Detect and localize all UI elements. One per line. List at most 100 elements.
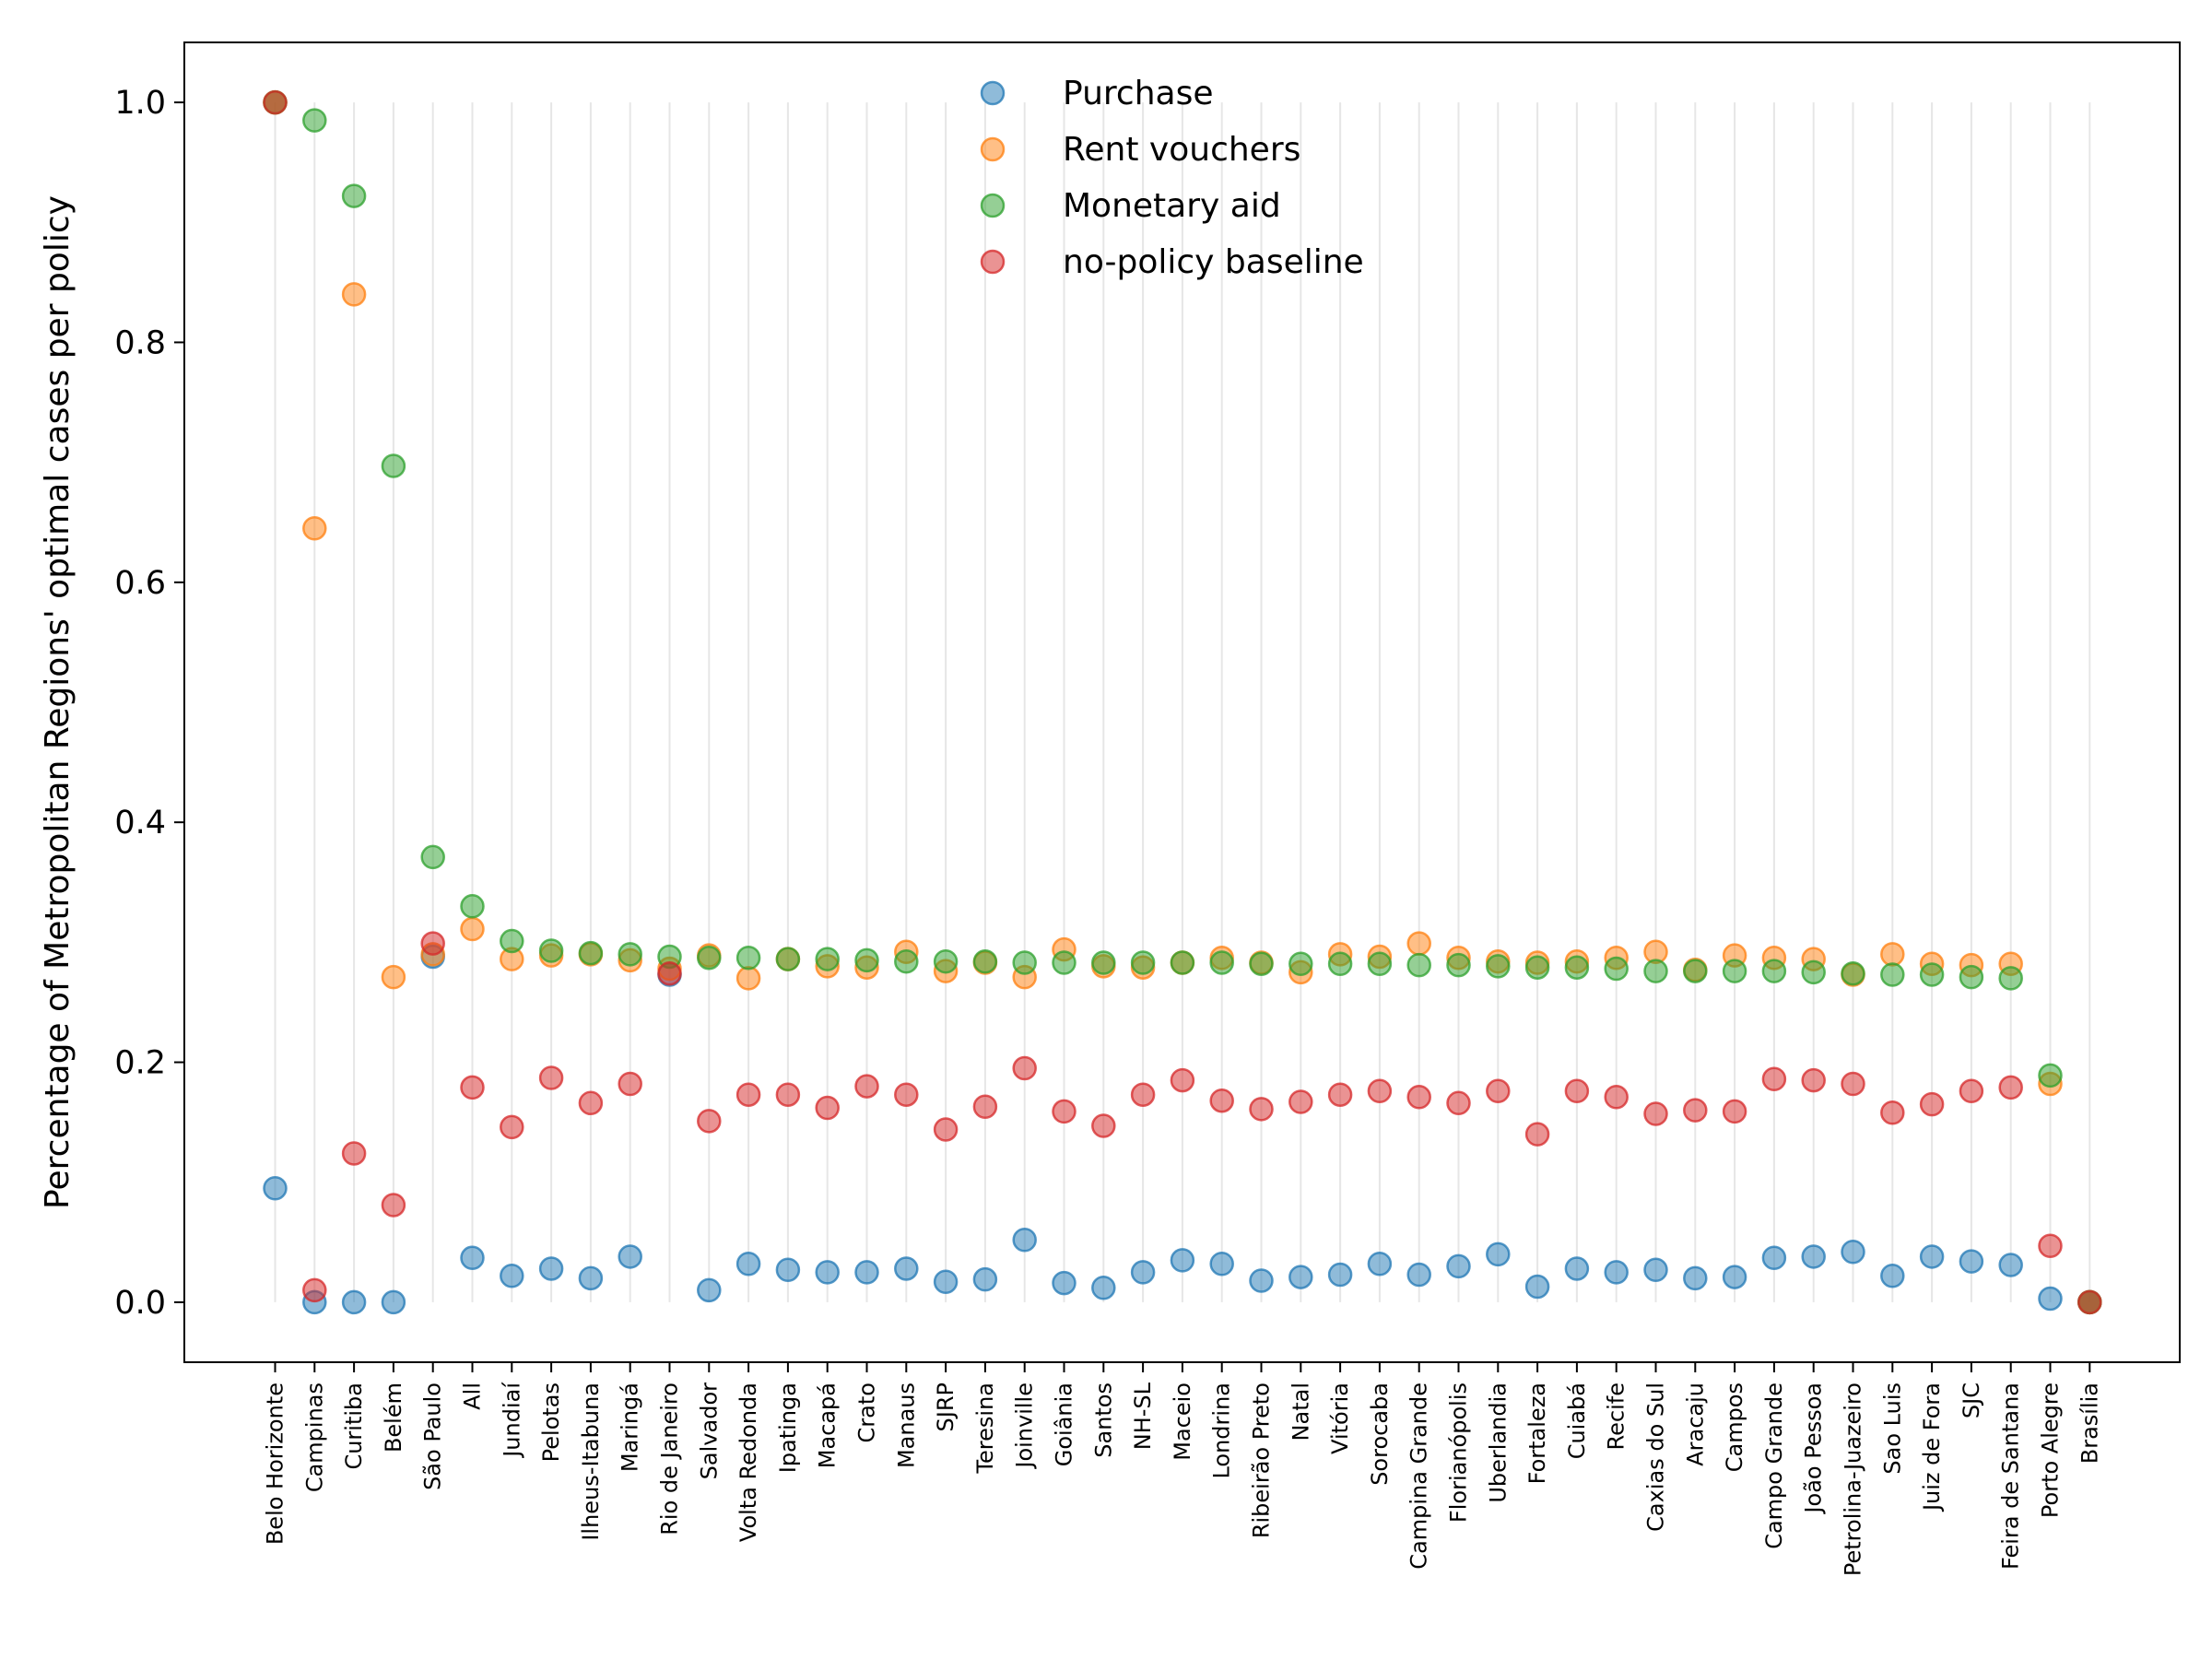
data-point (1406, 931, 1431, 956)
data-point (1959, 1249, 1984, 1274)
data-point (1209, 950, 1234, 975)
data-point (735, 1252, 761, 1277)
data-point (341, 1289, 367, 1315)
data-point (1012, 1055, 1037, 1081)
data-point (1327, 1262, 1353, 1288)
x-tick-label: Aracaju (1682, 1382, 1708, 1466)
data-point (815, 1260, 840, 1285)
data-point (618, 1244, 642, 1269)
x-tick-label: SJC (1959, 1382, 1984, 1418)
legend-label: Monetary aid (1063, 187, 1281, 225)
data-point (1841, 960, 1865, 986)
data-point (1604, 956, 1629, 982)
data-point (894, 1082, 919, 1107)
data-point (578, 1090, 604, 1116)
data-point (1288, 1265, 1313, 1289)
data-point (460, 916, 485, 942)
x-tick-label: Campinas (301, 1382, 327, 1492)
data-point (500, 928, 524, 954)
data-point (894, 1256, 919, 1281)
data-point (894, 948, 919, 974)
data-point (1367, 951, 1393, 977)
data-point (1643, 959, 1668, 983)
x-tick-label: Recife (1604, 1382, 1630, 1450)
x-tick-label: NH-SL (1130, 1382, 1156, 1450)
x-tick-label: Ribeirão Preto (1249, 1382, 1275, 1538)
data-point (1761, 959, 1787, 983)
data-point (1130, 1082, 1156, 1107)
x-tick-label: Londrina (1209, 1382, 1235, 1479)
data-point (1604, 1085, 1629, 1110)
data-point (2077, 1289, 2102, 1315)
data-point (1170, 950, 1195, 975)
data-point (1052, 1270, 1077, 1296)
x-tick-label: Pelotas (538, 1382, 564, 1462)
data-point (1564, 1078, 1590, 1104)
x-tick-label: Volta Redonda (735, 1382, 761, 1542)
data-point (972, 1266, 998, 1292)
data-point (735, 946, 761, 971)
x-tick-label: Uberlandia (1485, 1382, 1511, 1503)
data-point (1486, 1241, 1511, 1267)
x-tick-label: Sao Luis (1879, 1382, 1905, 1475)
x-tick-label: Salvador (696, 1382, 722, 1479)
data-point (1524, 1274, 1550, 1300)
x-tick-label: Porto Alegre (2038, 1382, 2064, 1518)
data-point (1998, 966, 2023, 991)
y-tick-label: 1.0 (114, 85, 166, 122)
data-point (1683, 1098, 1708, 1123)
data-point (341, 183, 367, 208)
legend-marker (980, 136, 1006, 162)
data-point (1327, 1082, 1353, 1107)
x-tick-label: All (460, 1382, 486, 1410)
x-tick-label: Ipatinga (775, 1382, 801, 1473)
data-point (1091, 1113, 1116, 1138)
data-point (578, 1265, 604, 1291)
data-point (1406, 1262, 1431, 1288)
data-point (1880, 962, 1905, 987)
data-point (1643, 1257, 1668, 1283)
data-point (1012, 950, 1037, 975)
legend-label: Rent vouchers (1063, 131, 1300, 169)
data-point (1524, 955, 1550, 980)
data-point (460, 894, 485, 919)
data-point (1052, 1099, 1077, 1124)
data-point (1288, 1089, 1313, 1114)
data-point (1446, 1253, 1471, 1279)
data-point (1052, 950, 1077, 975)
x-tick-label: Curitiba (341, 1382, 367, 1470)
data-point (1683, 959, 1708, 983)
x-tick-label: Cuiabá (1564, 1382, 1590, 1459)
data-point (1722, 959, 1747, 983)
data-point (657, 960, 682, 986)
data-point (1327, 951, 1353, 977)
data-point (1604, 1260, 1629, 1285)
data-points (263, 89, 2102, 1315)
x-tick-label: Sorocaba (1367, 1382, 1393, 1486)
x-tick-label: Joinville (1012, 1382, 1038, 1470)
data-point (854, 1074, 879, 1099)
data-point (1249, 951, 1274, 977)
data-point (697, 946, 722, 971)
data-point (1012, 1227, 1037, 1253)
data-point (2038, 1063, 2063, 1088)
vertical-grid (274, 102, 2091, 1302)
data-point (1919, 1091, 1945, 1117)
data-point (1091, 950, 1116, 975)
data-point (1446, 1090, 1471, 1116)
data-point (775, 947, 801, 971)
data-point (1367, 1078, 1393, 1104)
data-point (1249, 1268, 1274, 1293)
y-axis-ticks: 0.0 0.2 0.4 0.6 0.8 1.0 (114, 85, 184, 1322)
data-point (538, 1256, 564, 1281)
x-tick-label: Fortaleza (1524, 1382, 1550, 1484)
data-point (1446, 952, 1471, 978)
data-point (1130, 1260, 1156, 1285)
x-tick-label: Maringá (618, 1382, 643, 1472)
data-point (1170, 1248, 1195, 1273)
data-point (1564, 955, 1590, 980)
x-tick-label: Campos (1722, 1382, 1747, 1472)
data-point (972, 948, 998, 974)
data-point (1406, 1085, 1431, 1110)
data-point (933, 948, 959, 974)
